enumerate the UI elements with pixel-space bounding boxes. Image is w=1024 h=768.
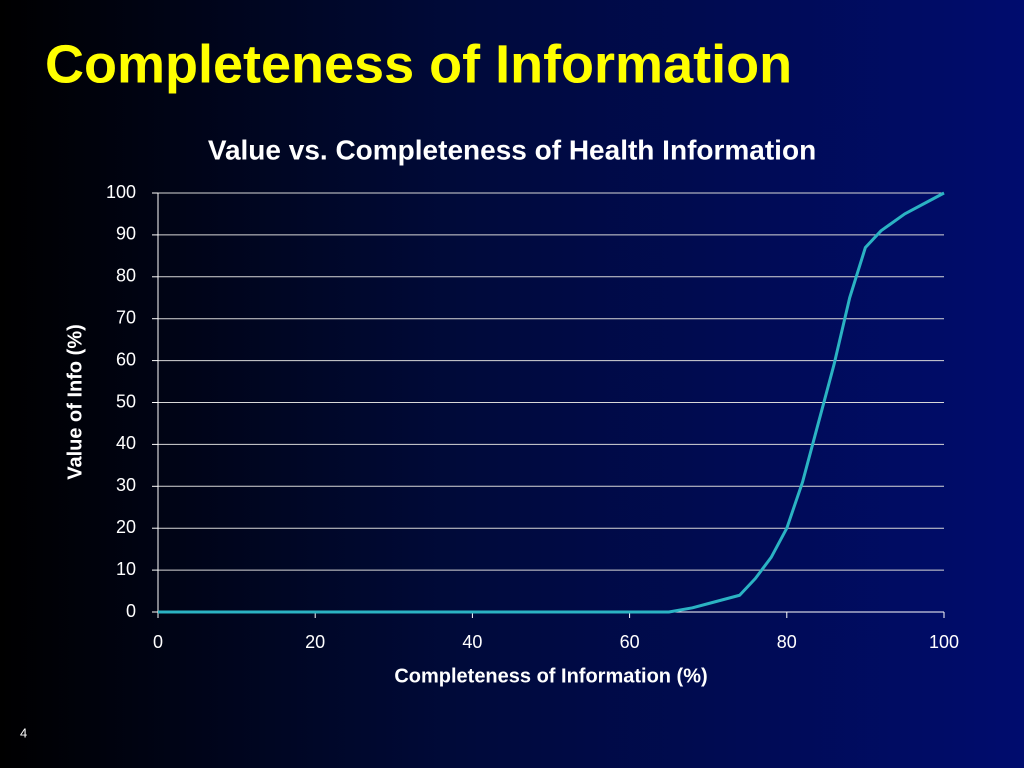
chart-title: Value vs. Completeness of Health Informa… bbox=[208, 134, 816, 165]
x-tick-label: 0 bbox=[153, 632, 163, 652]
slide-title: Completeness of Information bbox=[45, 34, 792, 94]
x-tick-label: 40 bbox=[462, 632, 482, 652]
y-tick-label: 60 bbox=[116, 349, 136, 369]
y-tick-label: 30 bbox=[116, 475, 136, 495]
x-axis-label: Completeness of Information (%) bbox=[394, 665, 707, 687]
x-tick-label: 20 bbox=[305, 632, 325, 652]
y-tick-label: 80 bbox=[116, 266, 136, 286]
y-tick-label: 100 bbox=[106, 182, 136, 202]
y-tick-label: 20 bbox=[116, 517, 136, 537]
y-tick-label: 90 bbox=[116, 224, 136, 244]
x-tick-label: 60 bbox=[620, 632, 640, 652]
data-line bbox=[158, 191, 945, 614]
y-axis-label: Value of Info (%) bbox=[64, 324, 86, 480]
slide-number: 4 bbox=[20, 725, 27, 740]
x-tick-label: 100 bbox=[929, 632, 959, 652]
y-tick-label: 50 bbox=[116, 391, 136, 411]
y-tick-label: 10 bbox=[116, 559, 136, 579]
y-tick-label: 0 bbox=[126, 601, 136, 621]
y-tick-label: 40 bbox=[116, 433, 136, 453]
x-tick-label: 80 bbox=[777, 632, 797, 652]
y-tick-label: 70 bbox=[116, 307, 136, 327]
